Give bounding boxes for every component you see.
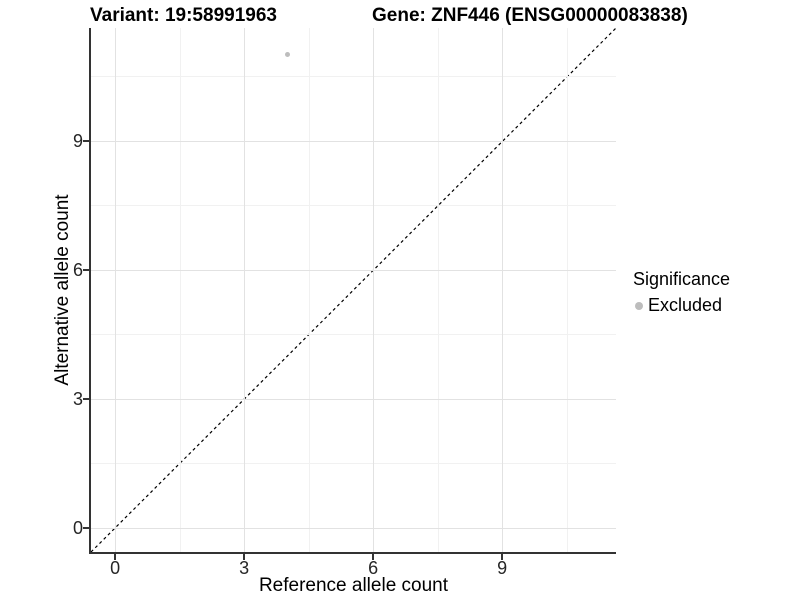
x-tick-mark [114, 554, 117, 560]
legend-entry-excluded: Excluded [635, 295, 730, 316]
y-tick-mark [83, 526, 89, 529]
legend-entry-label: Excluded [648, 295, 723, 315]
legend-title: Significance [633, 269, 731, 289]
x-tick-label: 6 [368, 558, 379, 578]
identity-reference-line [91, 28, 616, 552]
major-gridline-vertical [373, 28, 375, 552]
plot-title-variant: Variant: 19:58991963 [90, 5, 277, 26]
x-axis-line [89, 552, 616, 554]
major-gridline-vertical [244, 28, 246, 552]
x-tick-mark [243, 554, 246, 560]
minor-gridline-vertical [308, 28, 310, 552]
plot-title-gene: Gene: ZNF446 (ENSG00000083838) [372, 5, 688, 26]
major-gridline-horizontal [91, 140, 616, 142]
legend: Significance Excluded [633, 269, 730, 316]
data-point [284, 52, 290, 58]
x-tick-label: 3 [239, 558, 250, 578]
y-axis-line [89, 28, 91, 554]
major-gridline-horizontal [91, 398, 616, 400]
x-axis-title: Reference allele count [258, 575, 449, 596]
y-tick-label: 0 [72, 517, 83, 538]
y-axis-title: Alternative allele count [52, 194, 73, 386]
y-tick-mark [83, 397, 89, 400]
x-tick-mark [372, 554, 375, 560]
minor-gridline-vertical [437, 28, 439, 552]
x-tick-label: 0 [110, 558, 121, 578]
minor-gridline-vertical [566, 28, 568, 552]
y-tick-label: 3 [72, 388, 83, 409]
major-gridline-horizontal [91, 527, 616, 529]
minor-gridline-vertical [179, 28, 181, 552]
y-tick-label: 6 [72, 259, 83, 280]
excluded-point-icon [635, 301, 643, 310]
y-tick-mark [83, 268, 89, 271]
minor-gridline-horizontal [91, 76, 616, 78]
major-gridline-vertical [502, 28, 504, 552]
plot-panel [91, 28, 616, 552]
y-tick-label: 9 [72, 130, 83, 151]
y-tick-mark [83, 139, 89, 142]
minor-gridline-horizontal [91, 205, 616, 207]
minor-gridline-horizontal [91, 463, 616, 465]
major-gridline-horizontal [91, 269, 616, 271]
x-tick-label: 9 [497, 558, 508, 578]
x-tick-mark [501, 554, 504, 560]
minor-gridline-horizontal [91, 334, 616, 336]
major-gridline-vertical [115, 28, 117, 552]
